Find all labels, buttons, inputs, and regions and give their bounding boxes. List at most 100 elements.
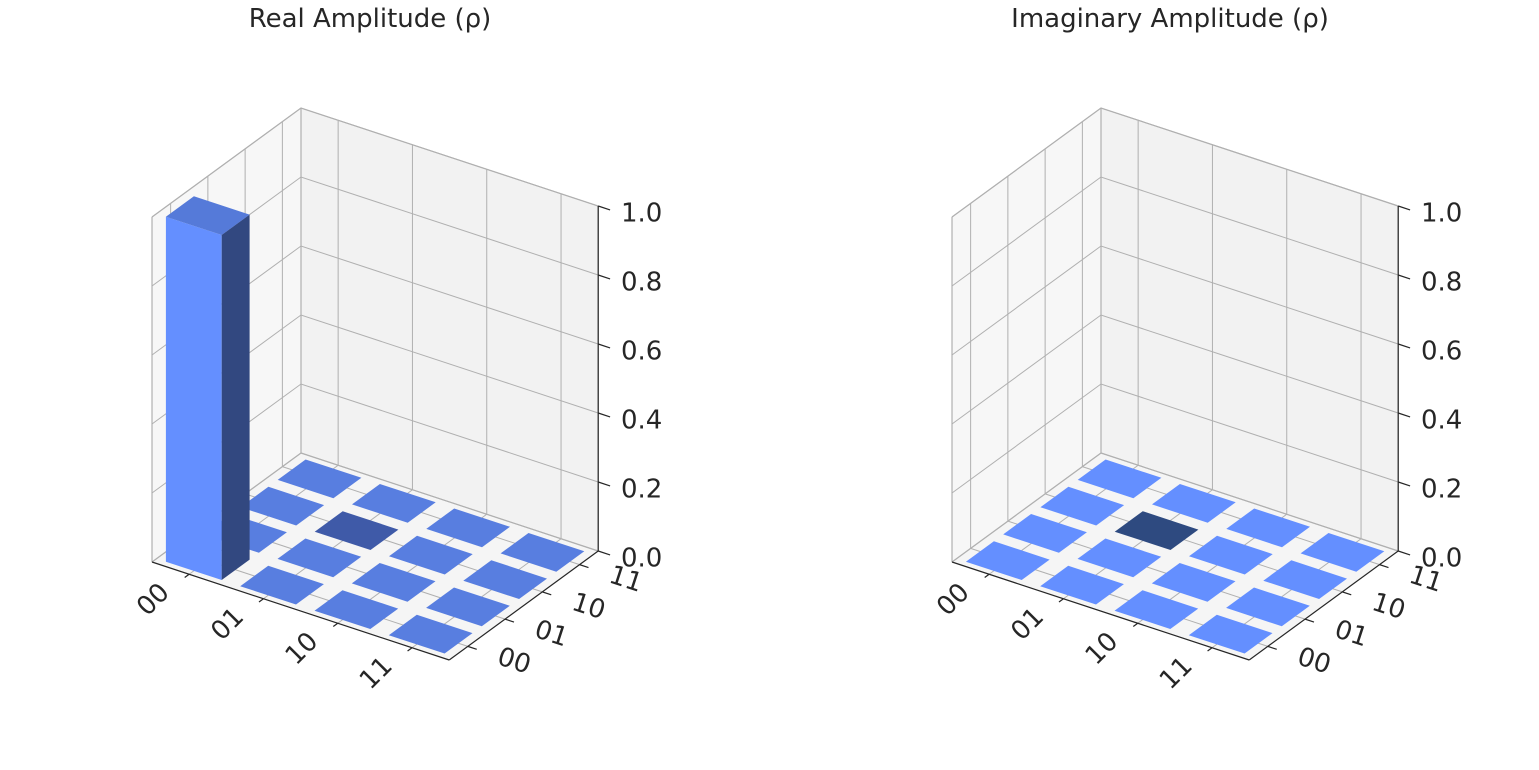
z-tick-label: 0.4	[1421, 405, 1462, 435]
z-tick-label: 0.2	[621, 474, 662, 504]
z-gridline	[951, 314, 1399, 425]
bar-top-face	[1040, 565, 1124, 605]
bar-11-01	[1226, 587, 1310, 627]
row-tick	[258, 598, 264, 603]
bar-top-face	[240, 565, 324, 605]
bar-10-00	[314, 590, 399, 629]
col-tick-label: 10	[568, 587, 609, 626]
bar-01-10	[1114, 511, 1199, 550]
bar-top-face	[1188, 614, 1273, 654]
bar-01-00	[240, 565, 324, 605]
row-tick	[184, 573, 190, 579]
row-tick	[332, 622, 339, 628]
row-tick	[1207, 647, 1213, 652]
bar-11-01	[426, 587, 510, 627]
bar-10-01	[1151, 563, 1236, 602]
row-tick-label: 11	[354, 651, 399, 696]
row-tick	[984, 573, 990, 579]
chart-title-imaginary: Imaginary Amplitude (ρ)	[1011, 4, 1329, 34]
bar-11-00	[1188, 614, 1273, 654]
z-tick	[598, 274, 611, 280]
bar-11-11	[1300, 533, 1385, 572]
col-tick-label: 01	[1331, 614, 1372, 653]
col-tick	[1379, 564, 1389, 569]
z-tick	[1398, 343, 1411, 349]
z-tick	[1398, 205, 1411, 211]
col-tick-label: 10	[1368, 587, 1409, 626]
row-tick-label: 00	[131, 577, 176, 622]
z-tick	[598, 343, 611, 349]
bar-11-00	[388, 614, 473, 654]
z-tick	[598, 412, 611, 418]
z-tick	[598, 205, 611, 211]
z-tick-label: 0.0	[1421, 543, 1462, 573]
bar-top-face	[277, 459, 362, 499]
row-axis-line	[151, 561, 450, 661]
col-tick	[1267, 645, 1277, 650]
z-gridline	[951, 176, 1399, 287]
col-axis-line	[1248, 550, 1399, 661]
bar-00-10	[240, 486, 325, 526]
bar-10-11	[1226, 508, 1310, 548]
col-tick	[1342, 591, 1352, 596]
row-axis-line	[951, 561, 1250, 661]
bar-00-00	[165, 196, 250, 580]
bar-top-face	[165, 196, 250, 235]
chart-title-real: Real Amplitude (ρ)	[248, 4, 492, 34]
row-tick-label: 00	[931, 577, 976, 622]
back-wall-pane	[301, 108, 599, 551]
z-tick	[1398, 274, 1411, 280]
z-tick	[598, 550, 611, 556]
z-tick-label: 1.0	[1421, 198, 1462, 228]
bar-top-face	[1300, 533, 1385, 572]
row-tick	[407, 647, 413, 652]
bar-01-01	[1077, 538, 1162, 578]
bar-top-face	[426, 587, 510, 627]
bar-11-11	[500, 533, 585, 572]
z-gridline	[951, 107, 1399, 218]
bar-00-11	[277, 459, 362, 499]
z-tick-label: 0.4	[621, 405, 662, 435]
bar-top-face	[1114, 511, 1199, 550]
z-gridline	[951, 383, 1399, 494]
z-tick	[598, 481, 611, 487]
z-tick-label: 0.0	[621, 543, 662, 573]
bar-01-01	[277, 538, 362, 578]
bar-top-face	[1003, 514, 1087, 553]
bar-top-face	[1040, 486, 1125, 526]
col-axis-line	[448, 550, 599, 661]
row-tick-label: 11	[1154, 651, 1199, 696]
bar-top-face	[1189, 535, 1273, 575]
bar-10-01	[351, 563, 436, 602]
z-tick-label: 0.8	[1421, 267, 1462, 297]
bar-side-face	[221, 214, 250, 580]
bar-top-face	[1226, 508, 1310, 548]
bar-00-01	[1003, 514, 1087, 553]
back-wall-pane	[1101, 108, 1399, 551]
bar-top-face	[314, 511, 399, 550]
bar-top-face	[500, 533, 585, 572]
col-tick	[1304, 618, 1315, 623]
bar-top-face	[1151, 563, 1236, 602]
bar-top-face	[389, 535, 473, 575]
bar-top-face	[1263, 560, 1347, 599]
bar-00-10	[1040, 486, 1125, 526]
bar-00-11	[1077, 459, 1162, 499]
left-wall-pane	[952, 108, 1101, 562]
bar-10-10	[389, 535, 473, 575]
z-tick-label: 0.2	[1421, 474, 1462, 504]
bar-10-00	[1114, 590, 1199, 629]
bar-10-10	[1189, 535, 1273, 575]
z-gridline	[151, 107, 599, 218]
z-tick-label: 0.6	[621, 336, 662, 366]
bar-top-face	[352, 484, 436, 523]
bar-01-00	[1040, 565, 1124, 605]
col-tick-label: 01	[531, 614, 572, 653]
col-tick	[579, 564, 589, 569]
z-gridline	[951, 245, 1399, 356]
row-tick-label: 10	[1080, 626, 1125, 671]
z-tick-label: 0.8	[621, 267, 662, 297]
bar-top-face	[1077, 538, 1162, 578]
